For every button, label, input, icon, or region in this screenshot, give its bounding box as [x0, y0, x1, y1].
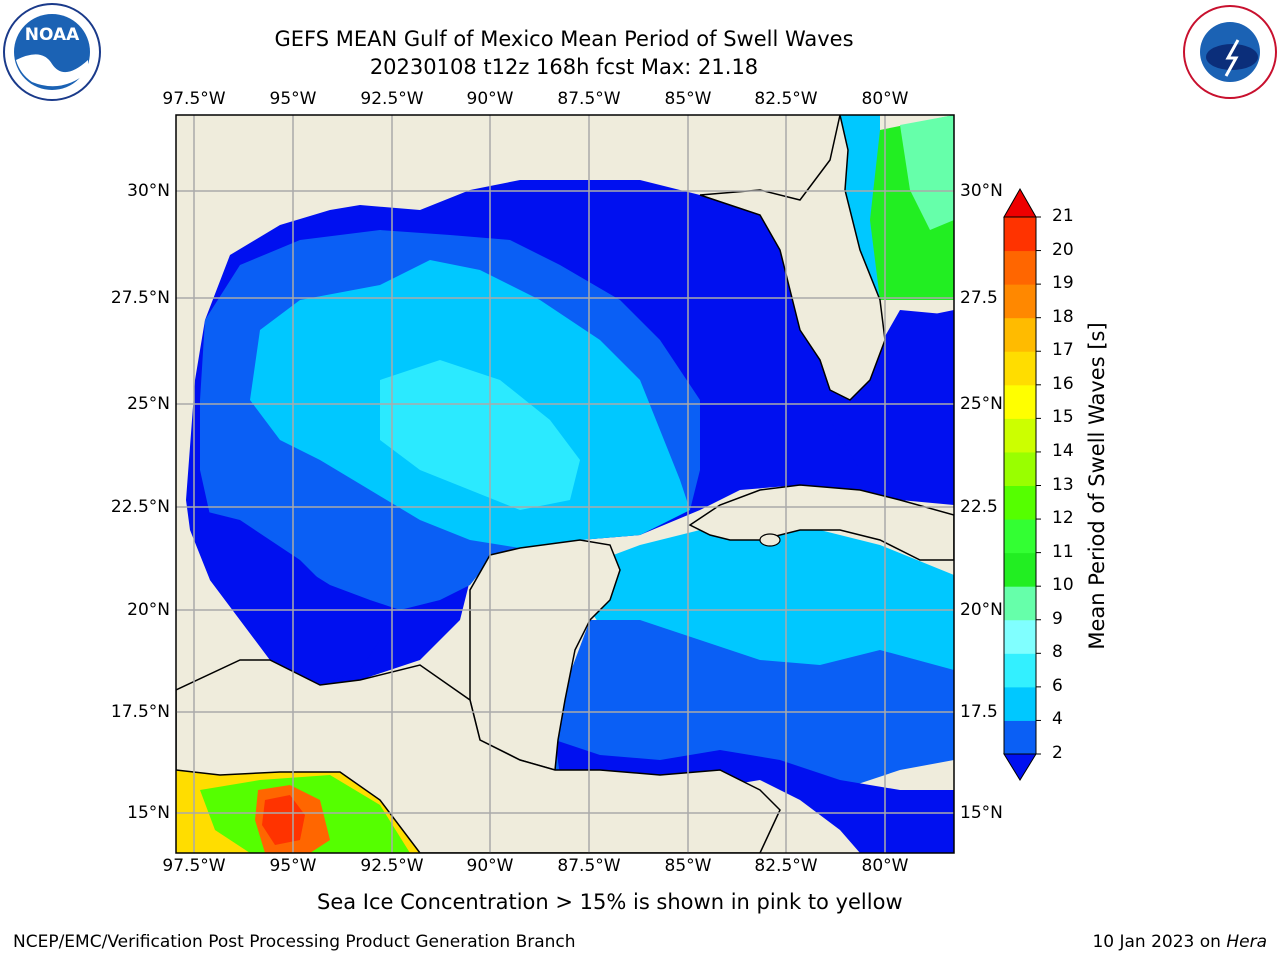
colorbar-tick-label: 16	[1052, 373, 1074, 394]
colorbar-label: Mean Period of Swell Waves [s]	[1085, 322, 1109, 650]
lon-label-top: 82.5°W	[754, 89, 818, 109]
lon-label-top: 90°W	[466, 89, 514, 109]
colorbar-segment	[1004, 250, 1036, 285]
lat-label-right: 15°N	[960, 803, 1003, 823]
nws-logo	[1180, 2, 1280, 102]
lat-label-right: 17.5	[960, 702, 998, 722]
noaa-logo: NOAA	[2, 2, 102, 102]
lon-label-top: 97.5°W	[162, 89, 226, 109]
island-land	[759, 533, 781, 547]
central-america-land	[176, 659, 781, 853]
pacific-darkorange	[262, 795, 305, 845]
colorbar-tick-label: 14	[1052, 440, 1074, 461]
footer-host: Hera	[1226, 932, 1267, 952]
lon-label-bottom: 87.5°W	[557, 856, 621, 876]
lon-label-top: 87.5°W	[557, 89, 621, 109]
lon-label-bottom: 90°W	[466, 856, 514, 876]
colorbar-tick-label: 13	[1052, 474, 1074, 495]
colorbar-tick-label: 12	[1052, 508, 1074, 529]
colorbar-tick-label: 15	[1052, 407, 1074, 428]
lon-label-top: 95°W	[269, 89, 317, 109]
colorbar-tick-label: 17	[1052, 340, 1074, 361]
colorbar-segment	[1004, 519, 1036, 554]
map-canvas	[176, 115, 954, 853]
lat-label-right: 27.5	[960, 288, 998, 308]
gulf-basin-bright	[380, 360, 580, 510]
colorbar-segment	[1004, 384, 1036, 419]
colorbar-tick-label: 18	[1052, 306, 1074, 327]
lat-label-left: 22.5°N	[110, 497, 170, 517]
colorbar-tick-label: 2	[1052, 743, 1063, 763]
lon-label-top: 80°W	[861, 89, 909, 109]
colorbar-segment	[1004, 619, 1036, 654]
colorbar-segment	[1004, 217, 1036, 252]
footer-date: 10 Jan 2023 on Hera	[1092, 932, 1267, 952]
footer-date-text: 10 Jan 2023 on	[1092, 932, 1221, 952]
colorbar-min-extension	[1003, 753, 1037, 781]
lon-label-bottom: 97.5°W	[162, 856, 226, 876]
colorbar-tick-label: 4	[1052, 709, 1063, 730]
colorbar-segment	[1004, 552, 1036, 587]
caribbean-dark	[555, 740, 954, 853]
colorbar-segment	[1004, 451, 1036, 486]
map-title: GEFS MEAN Gulf of Mexico Mean Period of …	[274, 27, 854, 51]
atlantic-lightgreen	[900, 115, 954, 230]
lat-label-left: 20°N	[127, 600, 170, 620]
colorbar-segment	[1004, 653, 1036, 688]
colorbar-tick-label: 21	[1052, 206, 1074, 226]
colorbar-tick-label: 19	[1052, 273, 1074, 294]
lat-label-left: 15°N	[127, 803, 170, 823]
lat-label-left: 17.5°N	[110, 702, 170, 722]
lon-label-top: 85°W	[664, 89, 712, 109]
footer-credit: NCEP/EMC/Verification Post Processing Pr…	[13, 932, 576, 952]
colorbar-tick-label: 8	[1052, 642, 1063, 663]
colorbar-segment	[1004, 284, 1036, 319]
caribbean-blue	[555, 620, 954, 790]
lat-label-left: 25°N	[127, 394, 170, 414]
lat-label-left: 30°N	[127, 181, 170, 201]
sea-ice-caption: Sea Ice Concentration > 15% is shown in …	[317, 890, 903, 914]
cuba-land	[688, 484, 954, 561]
colorbar-segment	[1004, 351, 1036, 386]
lat-label-left: 27.5°N	[110, 288, 170, 308]
colorbar-tick-label: 6	[1052, 675, 1063, 696]
lon-label-bottom: 80°W	[861, 856, 909, 876]
colorbar-segment	[1004, 485, 1036, 520]
lon-label-top: 92.5°W	[360, 89, 424, 109]
colorbar	[1003, 187, 1041, 781]
colorbar-segment	[1004, 317, 1036, 352]
colorbar-tick-label: 20	[1052, 239, 1074, 260]
colorbar-tick-label: 11	[1052, 541, 1074, 562]
noaa-logo-text: NOAA	[25, 25, 80, 45]
lat-label-right: 30°N	[960, 181, 1003, 201]
colorbar-segment	[1004, 586, 1036, 621]
lat-label-right: 20°N	[960, 600, 1003, 620]
lon-label-bottom: 82.5°W	[754, 856, 818, 876]
lon-label-bottom: 92.5°W	[360, 856, 424, 876]
graticule	[176, 115, 954, 853]
map-subtitle: 20230108 t12z 168h fcst Max: 21.18	[369, 55, 759, 79]
west-gulf-dark	[200, 510, 380, 685]
colorbar-tick-label: 10	[1052, 575, 1074, 596]
colorbar-segment	[1004, 720, 1036, 755]
colorbar-segment	[1004, 686, 1036, 721]
lon-label-bottom: 95°W	[269, 856, 317, 876]
colorbar-max-extension	[1003, 187, 1037, 218]
colorbar-segment	[1004, 418, 1036, 453]
colorbar-tick-label: 9	[1052, 608, 1063, 629]
map-frame	[175, 114, 955, 854]
atlantic-dark	[830, 310, 954, 505]
lon-label-bottom: 85°W	[664, 856, 712, 876]
lat-label-right: 22.5	[960, 497, 998, 517]
lat-label-right: 25°N	[960, 394, 1003, 414]
